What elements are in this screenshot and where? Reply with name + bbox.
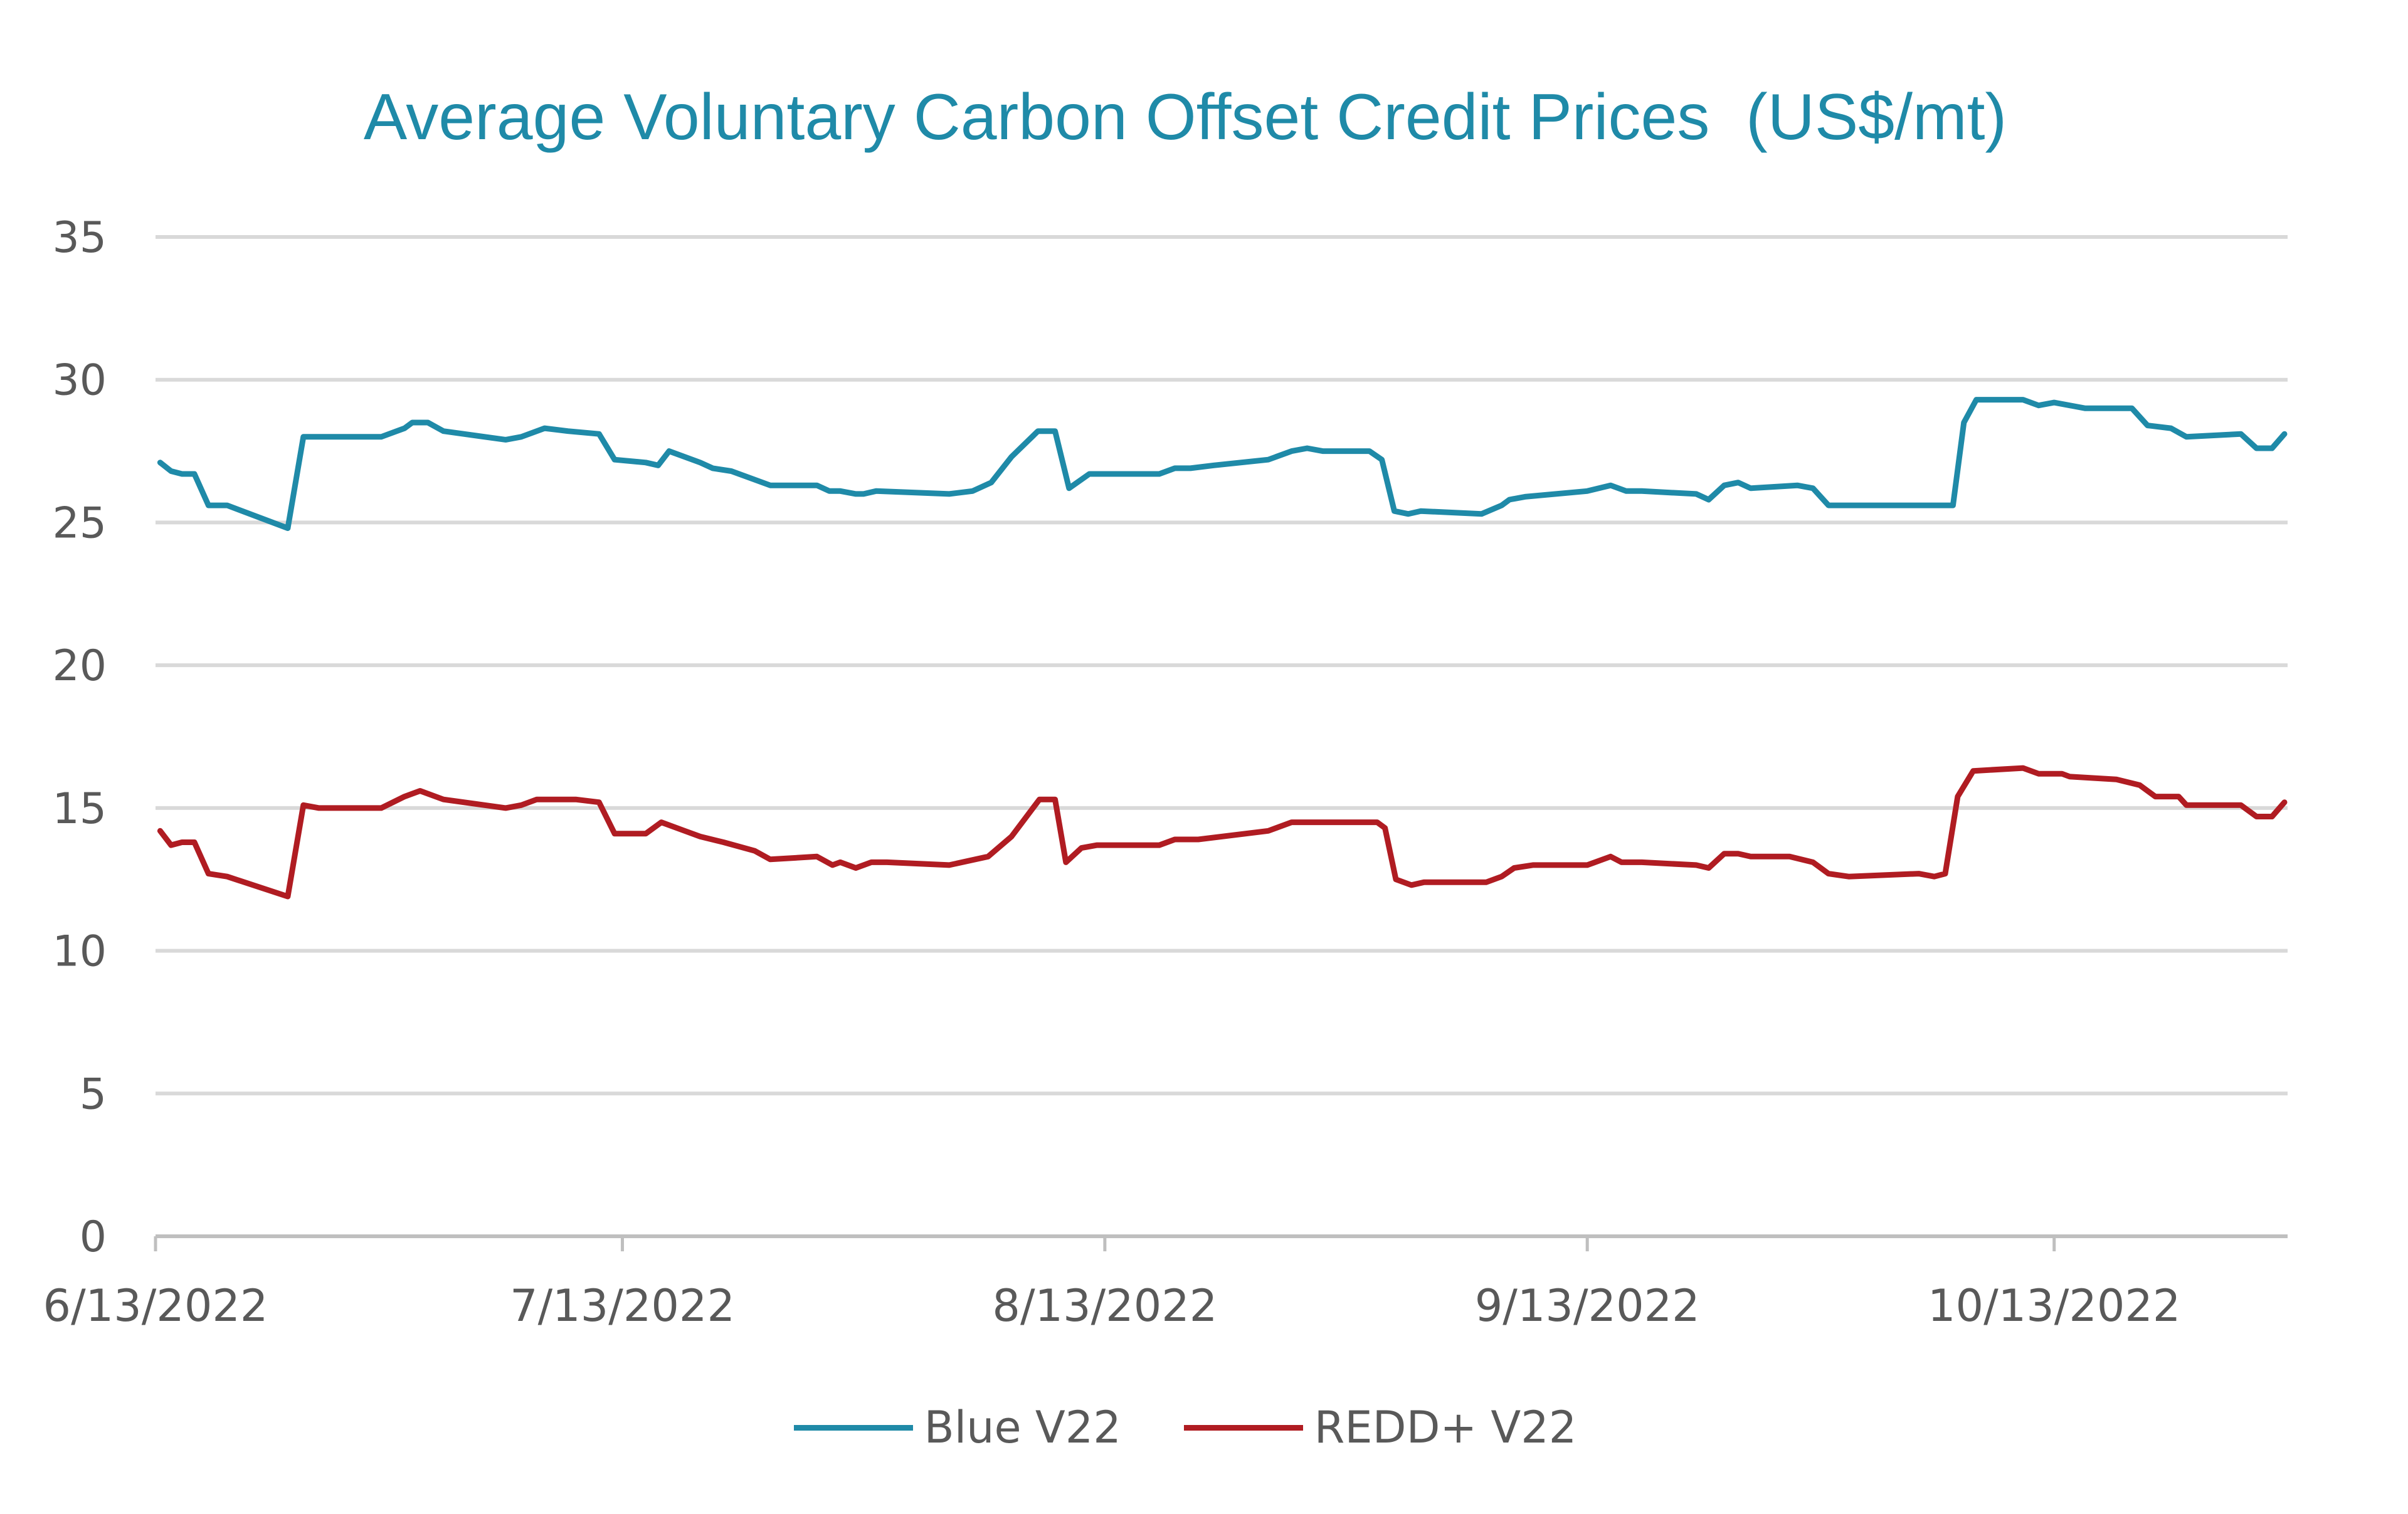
legend-label-redd-v22: REDD+ V22 xyxy=(1314,1402,1577,1453)
legend-swatch-blue-v22 xyxy=(793,1424,913,1431)
y-tick-label: 20 xyxy=(52,641,107,691)
legend-label-blue-v22: Blue V22 xyxy=(924,1402,1121,1453)
x-axis-ticks: 6/13/2022 7/13/2022 8/13/2022 9/13/2022 10/1… xyxy=(43,1236,2180,1332)
legend-item-redd-v22: REDD+ V22 xyxy=(1183,1402,1577,1453)
y-tick-label: 25 xyxy=(52,498,107,548)
series-line-blue-v22 xyxy=(157,397,2288,531)
legend-swatch-redd-v22 xyxy=(1183,1424,1303,1431)
y-tick-label: 15 xyxy=(52,784,107,834)
x-tick-label: 6/13/2022 xyxy=(43,1280,268,1332)
y-tick-label: 35 xyxy=(52,213,107,263)
gridlines xyxy=(156,235,2288,1096)
x-tick-label: 9/13/2022 xyxy=(1475,1280,1700,1332)
y-tick-label: 5 xyxy=(80,1070,107,1119)
x-tick-label: 8/13/2022 xyxy=(992,1280,1217,1332)
y-tick-label: 0 xyxy=(80,1212,107,1262)
x-tick-label: 7/13/2022 xyxy=(510,1280,735,1332)
chart-title: Average Voluntary Carbon Offset Credit P… xyxy=(363,81,2007,154)
series-line-redd-v22 xyxy=(157,765,2288,900)
legend-item-blue-v22: Blue V22 xyxy=(793,1402,1121,1453)
y-tick-label: 10 xyxy=(52,927,107,977)
y-axis-ticks: 0 5 10 15 20 25 30 35 xyxy=(52,213,107,1262)
series-lines xyxy=(157,397,2288,900)
x-tick-label: 10/13/2022 xyxy=(1928,1280,2180,1332)
legend: Blue V22 REDD+ V22 xyxy=(0,1393,2370,1462)
y-tick-label: 30 xyxy=(52,356,107,406)
